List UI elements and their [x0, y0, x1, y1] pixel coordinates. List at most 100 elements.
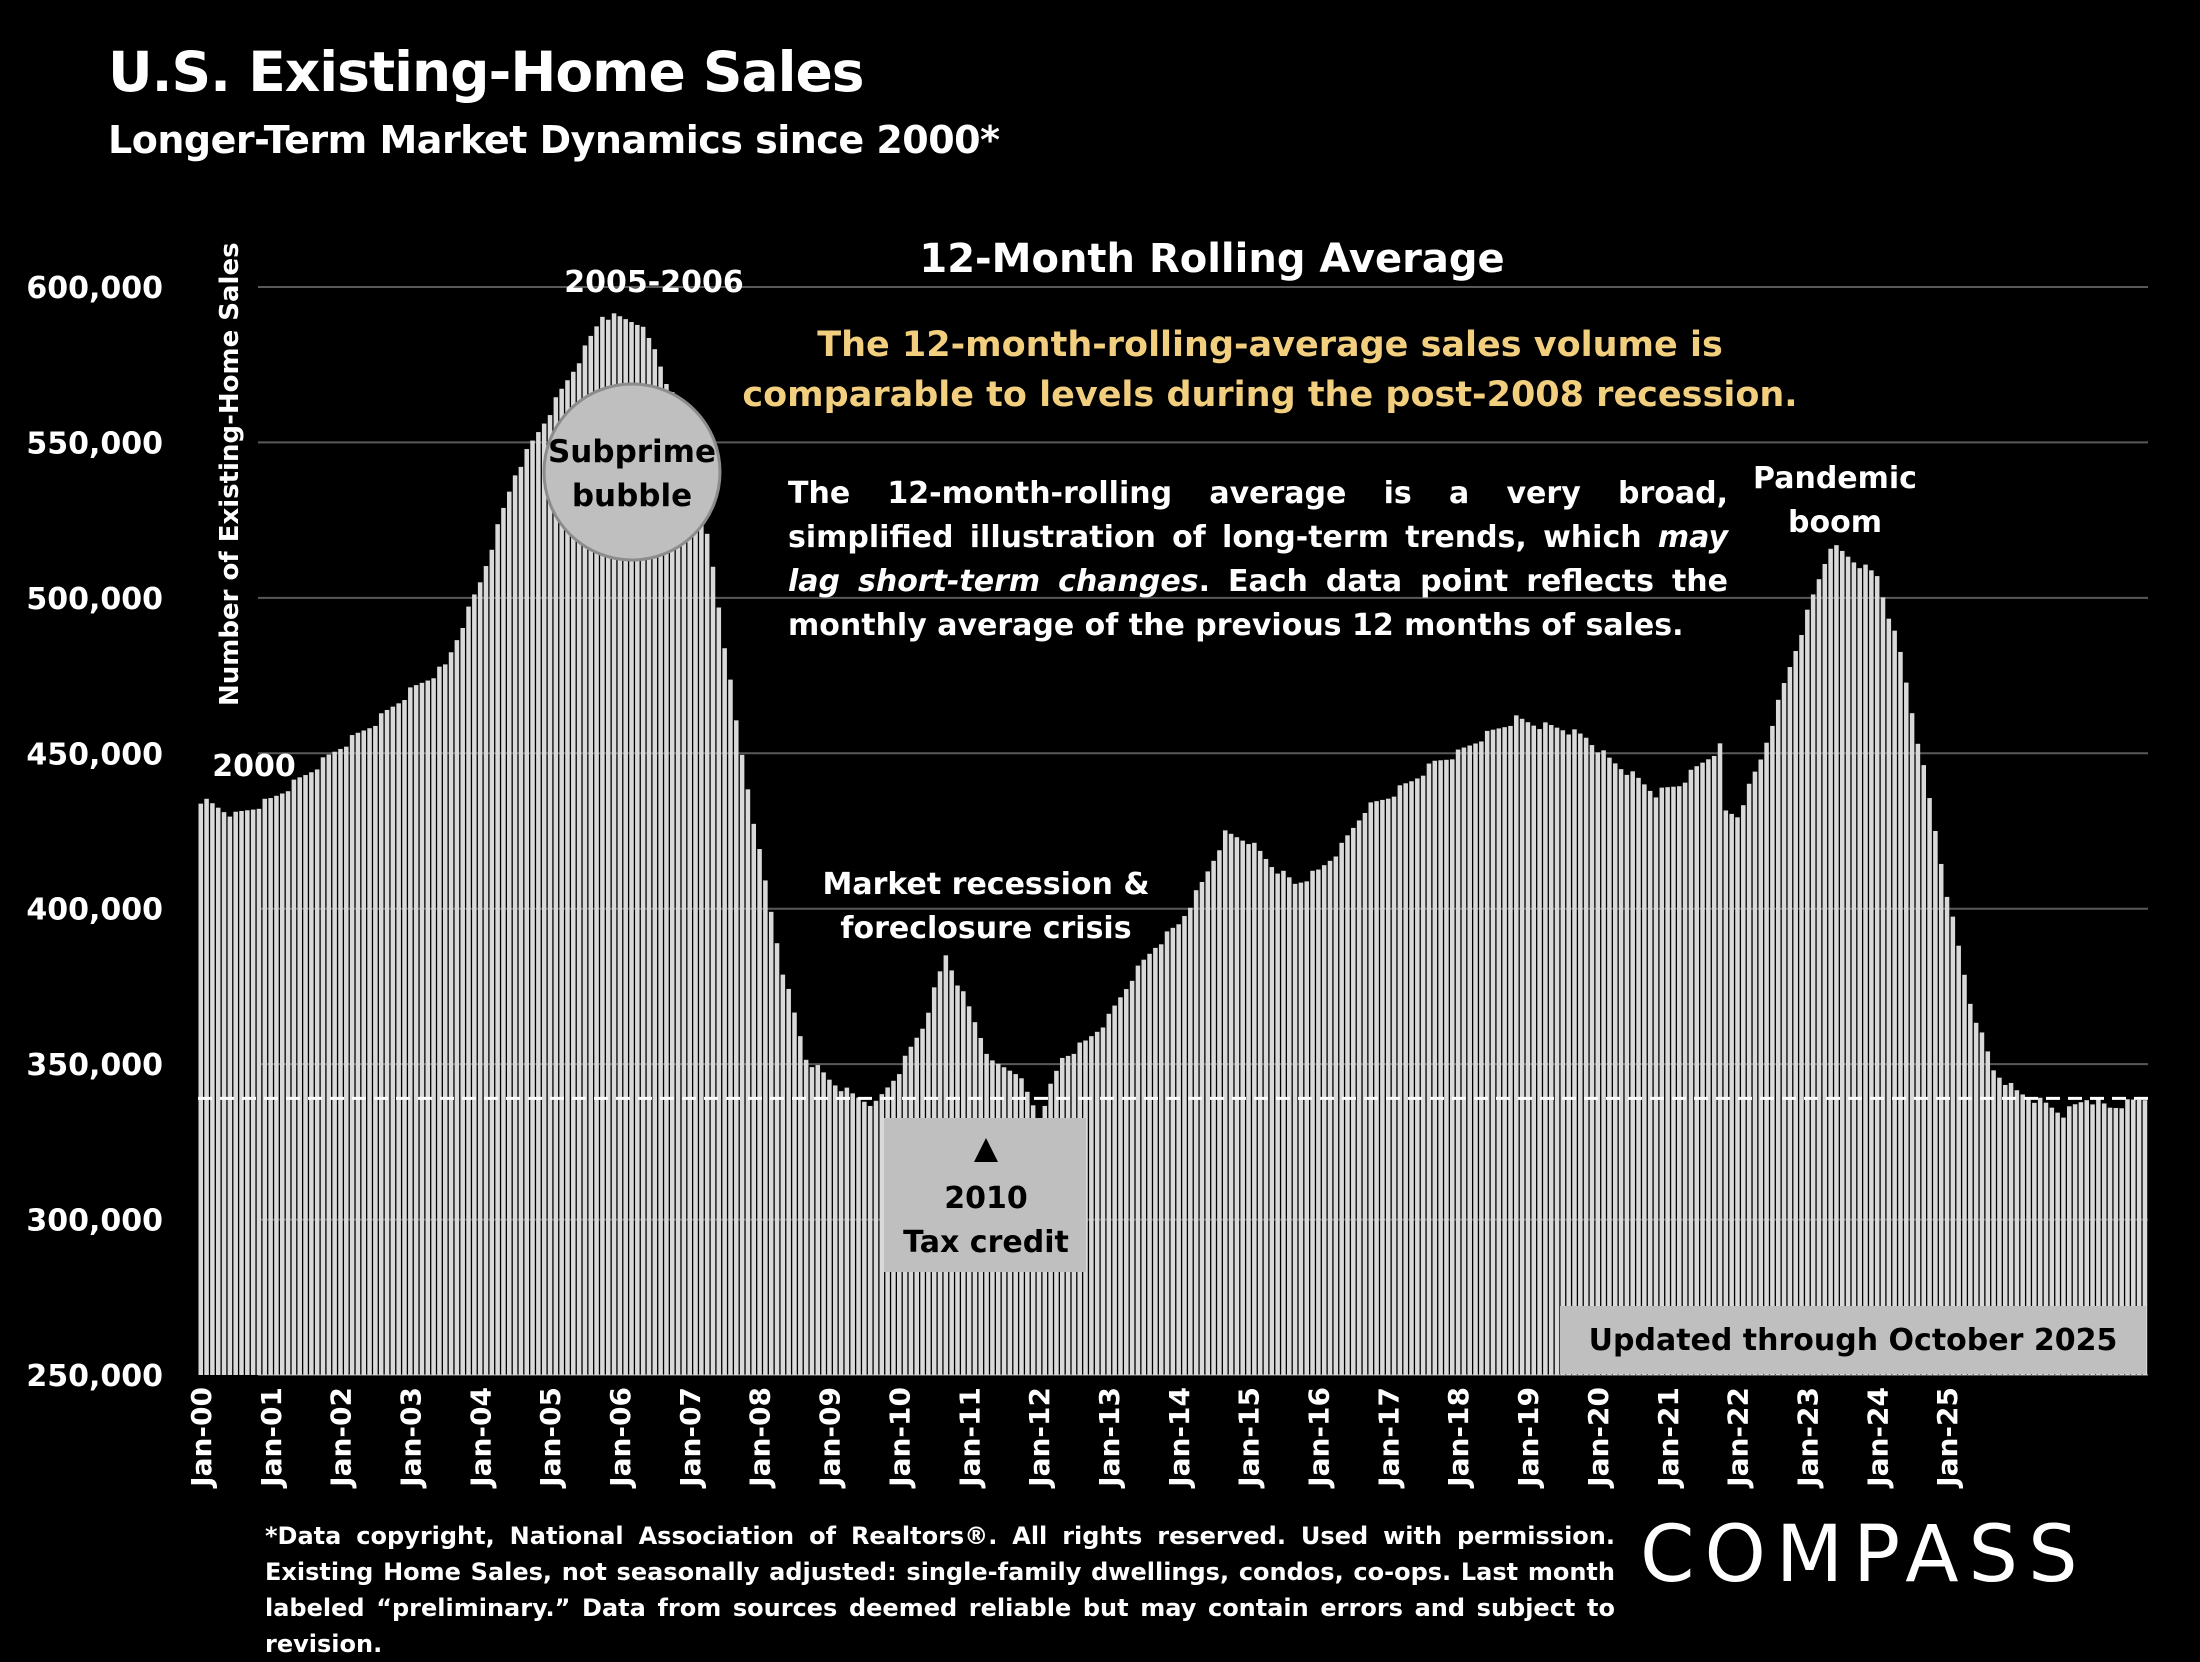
bar [2107, 1107, 2113, 1375]
bar [565, 380, 570, 1375]
x-tick-label: Jan-17 [1372, 1387, 1405, 1489]
y-tick-label: 350,000 [26, 1048, 163, 1083]
bar [1863, 564, 1868, 1375]
x-tick-label: Jan-02 [325, 1387, 358, 1489]
x-tick-label: Jan-21 [1652, 1387, 1685, 1489]
bar [1118, 997, 1123, 1375]
bar [524, 449, 529, 1375]
bar [2020, 1094, 2025, 1375]
bar [332, 751, 337, 1375]
x-tick-label: Jan-03 [394, 1387, 427, 1489]
bar [1461, 747, 1467, 1375]
bar [1106, 1013, 1112, 1375]
bar [1211, 860, 1216, 1375]
y-tick-label: 600,000 [26, 271, 163, 306]
bar [1519, 718, 1525, 1375]
bar [1665, 787, 1670, 1375]
subprime-bubble-circle [542, 382, 722, 562]
bar [693, 477, 698, 1375]
note-text-italic: may lag short-term changes [788, 520, 1728, 599]
bar [1938, 863, 1944, 1375]
bar [215, 807, 221, 1375]
x-tick-label: Jan-07 [674, 1387, 707, 1489]
bar [1805, 609, 1810, 1375]
bar [1246, 844, 1251, 1375]
bar [1217, 850, 1222, 1375]
bar [402, 700, 407, 1375]
bar [1362, 812, 1368, 1375]
bar [1921, 765, 1927, 1375]
bar [454, 640, 460, 1375]
bar [1735, 817, 1740, 1375]
bar [413, 685, 419, 1375]
note-text-end: . Each data point reflects the monthly a… [788, 564, 1729, 643]
bar [396, 703, 401, 1375]
annotation-peak-years: 2005-2006 [564, 265, 743, 300]
bar [605, 319, 611, 1375]
bar [536, 432, 541, 1376]
bar [268, 798, 273, 1375]
bar [1153, 947, 1158, 1375]
bar [1677, 786, 1682, 1375]
bar [2014, 1090, 2020, 1375]
bar [1182, 916, 1187, 1375]
bar [879, 1094, 885, 1375]
bar [815, 1065, 821, 1375]
bar [1624, 774, 1630, 1375]
bar [1514, 715, 1519, 1375]
bar [1455, 749, 1461, 1375]
bar [1147, 953, 1152, 1375]
bar [623, 319, 628, 1375]
bar [768, 911, 774, 1375]
bar [390, 706, 396, 1375]
bar [856, 1097, 861, 1375]
x-tick-label: Jan-06 [604, 1387, 637, 1489]
bar [1438, 760, 1443, 1375]
bar [198, 803, 204, 1375]
bar [460, 628, 465, 1375]
bar [809, 1067, 815, 1375]
bar [1612, 763, 1618, 1375]
bar [1380, 799, 1385, 1375]
bar [262, 798, 268, 1375]
bar [2136, 1099, 2142, 1375]
bar [739, 754, 745, 1375]
bar [442, 664, 448, 1375]
bar [1467, 745, 1472, 1375]
bar [1991, 1070, 1996, 1375]
bar [1484, 730, 1490, 1375]
bar [664, 383, 669, 1375]
annotation-subprime-bubble: Subprime bubble [548, 434, 716, 514]
bar [1269, 867, 1275, 1375]
bar [1578, 733, 1583, 1375]
bar [518, 466, 524, 1375]
bar [1880, 597, 1886, 1375]
bar [850, 1093, 855, 1375]
bar [355, 732, 361, 1375]
bar [786, 988, 791, 1375]
bar [1886, 618, 1892, 1375]
bar [1426, 763, 1432, 1375]
bar [1799, 635, 1804, 1375]
bar [349, 735, 355, 1375]
bar [408, 687, 413, 1375]
bar [1222, 830, 1228, 1375]
bar [1653, 797, 1659, 1375]
bar [1496, 728, 1502, 1375]
bar [1985, 1051, 1991, 1375]
bar [2043, 1102, 2049, 1375]
x-tick-label: Jan-13 [1093, 1387, 1126, 1489]
bar [699, 500, 704, 1375]
bar [1502, 727, 1507, 1375]
bar [617, 316, 623, 1375]
bar [1700, 762, 1705, 1375]
bar [477, 582, 483, 1375]
bar [1781, 683, 1787, 1375]
bar [1671, 786, 1676, 1375]
bar [1135, 965, 1141, 1375]
bar [658, 366, 663, 1375]
bar [1351, 827, 1356, 1375]
x-tick-label: Jan-09 [814, 1387, 847, 1489]
bar [448, 652, 454, 1375]
bar [227, 816, 233, 1375]
